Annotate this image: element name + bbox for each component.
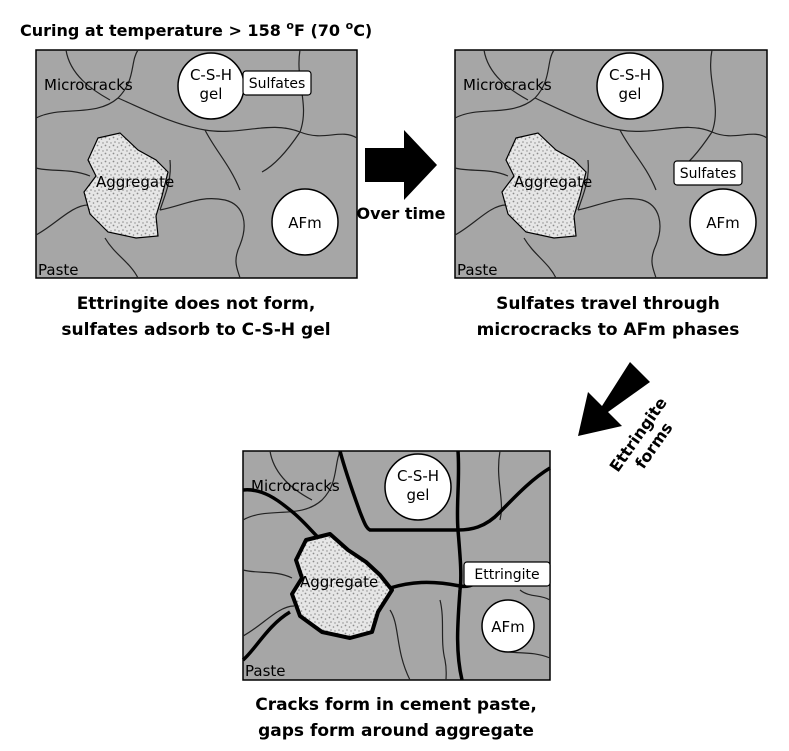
afm-label: AFm: [288, 214, 322, 232]
panel-3: Aggregate Microcracks C-S-H gel Ettringi…: [241, 450, 551, 681]
aggregate-label: Aggregate: [300, 573, 378, 591]
microcrack-lines: [242, 450, 551, 681]
aggregate-label: Aggregate: [96, 173, 174, 191]
microcrack-lines: [35, 49, 358, 279]
microcracks-label: Microcracks: [463, 76, 552, 94]
panel-1-caption-line2: sulfates adsorb to C-S-H gel: [61, 320, 330, 340]
right-arrow-icon: [365, 130, 437, 200]
diagram-title: Curing at temperature > 158 oF (70 oC): [20, 19, 372, 40]
ettringite-label: Ettringite: [474, 567, 539, 583]
afm-bubble: [481, 599, 535, 653]
csh-label-line2: gel: [200, 85, 223, 103]
aggregate-particle: [290, 532, 394, 640]
diagonal-arrow-icon: [578, 362, 650, 436]
csh-label-line2: gel: [619, 85, 642, 103]
csh-label-line2: gel: [407, 486, 430, 504]
panel-1-caption-line1: Ettringite does not form,: [77, 294, 316, 314]
panel-3-caption-line1: Cracks form in cement paste,: [255, 695, 537, 715]
afm-label: AFm: [491, 618, 525, 636]
afm-bubble: [689, 188, 757, 256]
panel-2: Aggregate Microcracks C-S-H gel Sulfates…: [454, 49, 768, 279]
csh-label-line1: C-S-H: [609, 66, 651, 84]
csh-gel-bubble: [596, 52, 664, 120]
sulfates-tag: [673, 160, 743, 186]
csh-label-line1: C-S-H: [190, 66, 232, 84]
aggregate-particle: [501, 132, 587, 239]
panel-1: Aggregate Microcracks C-S-H gel Sulfates…: [35, 49, 358, 279]
panel-2-caption-line1: Sulfates travel through: [496, 294, 720, 314]
paste-label: Paste: [457, 261, 498, 279]
ettringite-tag: [463, 561, 551, 587]
over-time-label: Over time: [357, 204, 446, 223]
panel-2-caption-line2: microcracks to AFm phases: [477, 320, 740, 340]
microcracks-label: Microcracks: [251, 477, 340, 495]
afm-label: AFm: [706, 214, 740, 232]
ettringite-forms-label: Ettringite forms: [606, 394, 677, 476]
sulfates-label: Sulfates: [680, 166, 737, 182]
sulfates-tag: [242, 70, 312, 96]
csh-label-line1: C-S-H: [397, 467, 439, 485]
sulfates-label: Sulfates: [249, 76, 306, 92]
aggregate-particle: [83, 132, 169, 239]
panel-3-caption-line2: gaps form around aggregate: [258, 721, 534, 741]
paste-label: Paste: [38, 261, 79, 279]
microcracks-label: Microcracks: [44, 76, 133, 94]
afm-bubble: [271, 188, 339, 256]
paste-label: Paste: [245, 662, 286, 680]
aggregate-label: Aggregate: [514, 173, 592, 191]
microcrack-lines: [454, 49, 768, 279]
csh-gel-bubble: [384, 453, 452, 521]
